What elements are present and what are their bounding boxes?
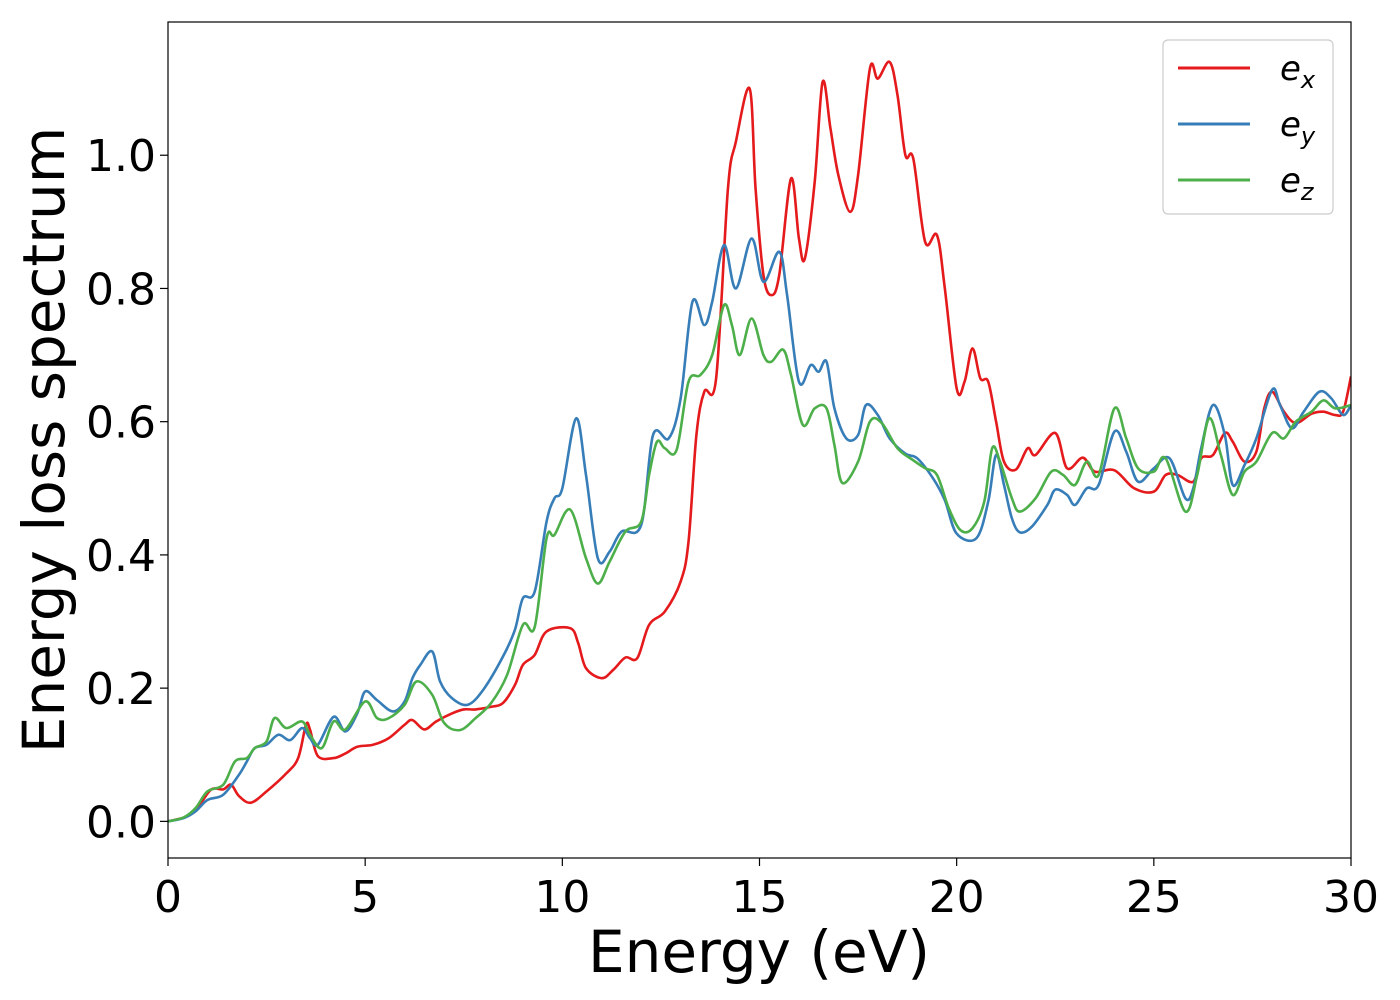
legend-subscript-x: x [1300, 66, 1316, 94]
x-tick-label: 25 [1126, 872, 1182, 923]
x-tick-label: 30 [1323, 872, 1379, 923]
series-layer [168, 60, 1351, 823]
legend-subscript-z: z [1300, 178, 1315, 206]
y-tick-label: 0.0 [86, 797, 156, 848]
x-tick-label: 5 [351, 872, 379, 923]
series-line-y [168, 237, 1351, 823]
y-tick-label: 1.0 [86, 131, 156, 182]
y-tick-label: 0.8 [86, 264, 156, 315]
legend-box [1162, 39, 1334, 215]
legend-subscript-y: y [1300, 122, 1316, 150]
y-tick-label: 0.4 [86, 531, 156, 582]
x-tick-label: 0 [154, 872, 182, 923]
x-tick-label: 10 [534, 872, 590, 923]
y-tick-label: 0.6 [86, 398, 156, 449]
y-tick-label: 0.2 [86, 664, 156, 715]
x-tick-label: 15 [732, 872, 788, 923]
series-line-z [168, 302, 1351, 823]
y-axis-title: Energy loss spectrum [10, 127, 78, 753]
x-axis-title: Energy (eV) [588, 918, 930, 986]
series-line-x [168, 60, 1351, 823]
ticks-layer: 0 5 10 15 20 25 30 0.0 0.2 0.4 0.6 0.8 1.0 [86, 131, 1379, 923]
x-tick-label: 20 [929, 872, 985, 923]
